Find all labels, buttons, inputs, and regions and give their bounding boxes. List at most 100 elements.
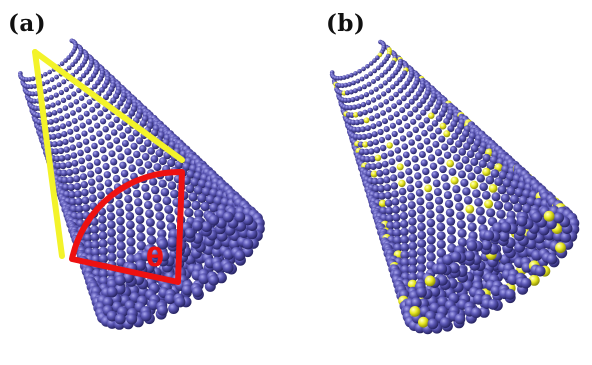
- atom: [478, 159, 487, 168]
- atom: [417, 142, 424, 150]
- atom: [89, 134, 97, 142]
- dopant-atom: [484, 199, 494, 209]
- atom: [404, 159, 412, 167]
- dopant-atom: [386, 142, 393, 149]
- atom: [70, 62, 76, 68]
- atom: [104, 179, 113, 187]
- atom: [117, 153, 125, 161]
- atom: [110, 97, 117, 104]
- atom: [197, 193, 207, 203]
- atom: [94, 102, 101, 109]
- atom: [400, 250, 410, 260]
- atom: [427, 318, 439, 330]
- atom: [51, 110, 58, 116]
- atom: [71, 91, 77, 97]
- atom: [475, 206, 485, 216]
- atom: [60, 97, 67, 104]
- atom: [51, 84, 57, 90]
- atom: [242, 214, 254, 226]
- atom: [85, 154, 93, 162]
- atom: [60, 169, 68, 177]
- atom: [361, 66, 366, 72]
- atom: [130, 142, 138, 150]
- atom: [208, 214, 220, 226]
- atom: [384, 191, 392, 200]
- atom: [410, 147, 417, 155]
- atom: [56, 140, 64, 147]
- atom: [393, 70, 399, 76]
- atom: [53, 155, 61, 163]
- atom: [408, 87, 415, 94]
- atom: [46, 111, 53, 118]
- atom: [54, 125, 61, 132]
- atom: [126, 313, 138, 325]
- atom: [107, 252, 117, 262]
- atom: [455, 162, 464, 170]
- atom: [466, 150, 475, 159]
- atom: [406, 176, 414, 184]
- atom: [379, 206, 388, 215]
- atom: [56, 82, 62, 88]
- atom: [424, 105, 431, 112]
- atom: [222, 211, 234, 223]
- atom: [473, 293, 484, 305]
- atom: [150, 247, 162, 259]
- atom: [418, 151, 426, 158]
- atom: [417, 247, 427, 257]
- atom: [73, 59, 78, 64]
- atom: [97, 191, 105, 200]
- dopant-atom: [374, 154, 382, 162]
- atom: [397, 87, 404, 94]
- atom: [84, 80, 91, 86]
- atom: [190, 177, 200, 187]
- atom: [346, 97, 352, 103]
- atom: [415, 114, 422, 121]
- atom: [526, 196, 536, 207]
- atom: [158, 157, 167, 166]
- atom: [393, 139, 400, 146]
- atom: [412, 163, 421, 172]
- atom: [399, 211, 408, 221]
- atom: [82, 204, 91, 213]
- atom: [436, 213, 445, 223]
- atom: [467, 172, 476, 181]
- atom: [426, 125, 434, 132]
- atom: [116, 233, 126, 243]
- atom: [560, 231, 572, 243]
- atom: [408, 241, 418, 251]
- atom: [458, 170, 466, 179]
- atom: [91, 114, 98, 121]
- dopant-atom: [378, 199, 387, 208]
- atom: [117, 100, 124, 107]
- dopant-atom: [543, 210, 555, 222]
- atom: [386, 221, 395, 230]
- atom: [427, 100, 434, 107]
- atom: [73, 69, 79, 75]
- atom: [497, 185, 507, 195]
- atom: [531, 211, 543, 223]
- dopant-atom: [528, 274, 540, 286]
- atom: [368, 89, 374, 95]
- atom: [48, 119, 54, 125]
- atom: [63, 58, 68, 63]
- atom: [102, 126, 109, 133]
- atom: [64, 113, 71, 119]
- atom: [119, 132, 127, 139]
- atom: [164, 205, 174, 214]
- atom: [432, 179, 441, 188]
- atom: [188, 192, 198, 202]
- atom: [213, 196, 223, 206]
- atom: [438, 135, 446, 143]
- atom: [461, 156, 470, 164]
- atom: [391, 190, 399, 198]
- atom: [95, 79, 101, 86]
- atom: [385, 134, 392, 141]
- atom: [71, 159, 79, 167]
- atom: [388, 95, 395, 102]
- atom: [103, 94, 109, 101]
- dopant-atom: [482, 167, 491, 177]
- atom: [454, 313, 466, 325]
- atom: [122, 272, 134, 284]
- atom: [397, 77, 403, 83]
- atom: [396, 99, 403, 106]
